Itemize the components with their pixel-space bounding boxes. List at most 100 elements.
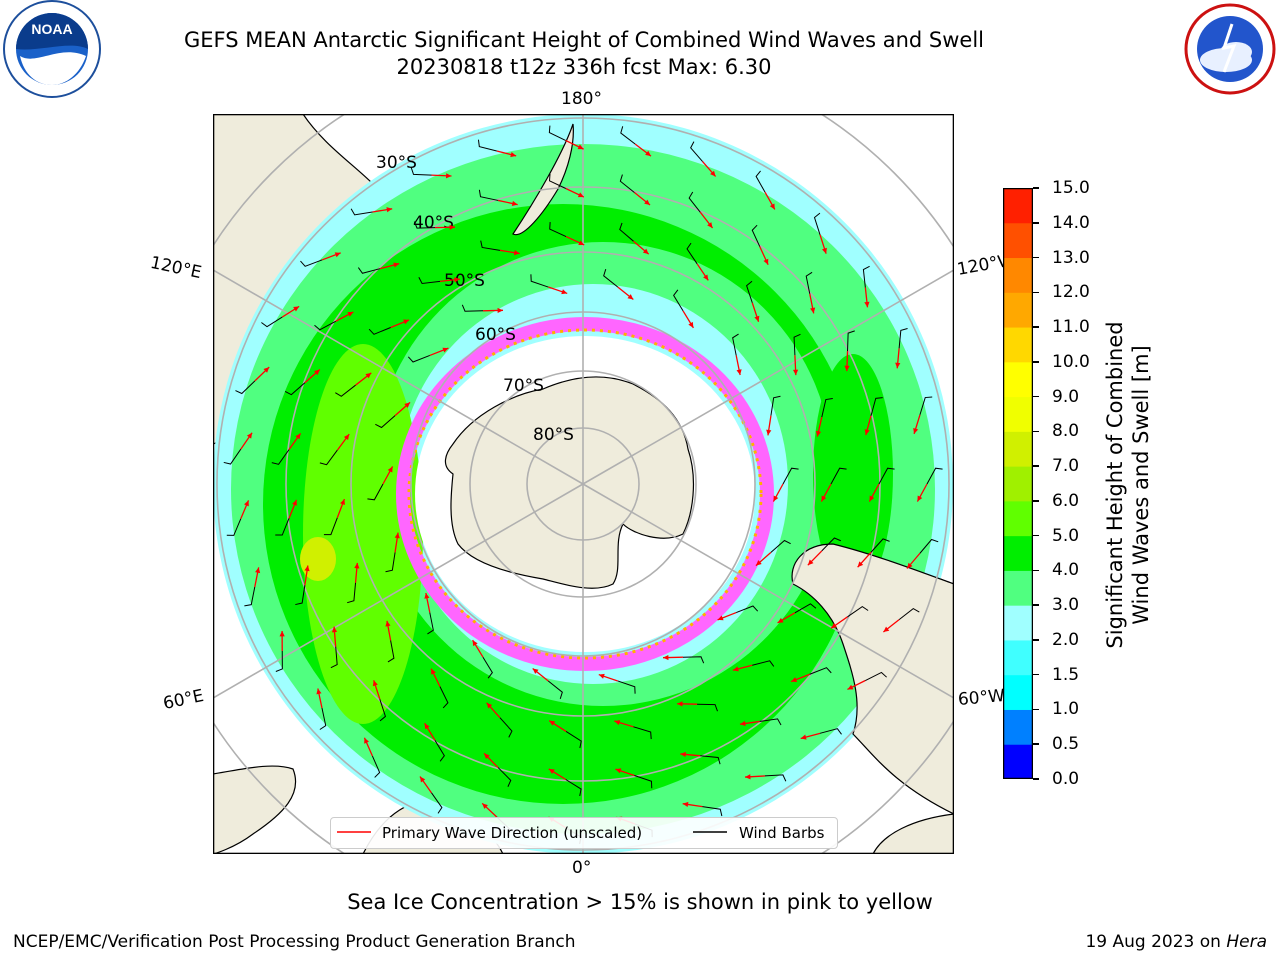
wave-arrow-head [883, 626, 890, 633]
colorbar-segment [1003, 361, 1033, 398]
wave-arrow-head [343, 434, 350, 441]
wave-arrow-head [316, 688, 322, 695]
colorbar-tick-label: 5.0 [1052, 525, 1080, 546]
colorbar-tick-label: 0.0 [1052, 769, 1080, 789]
wave-arrow-head [304, 565, 310, 572]
wind-barb [700, 755, 721, 765]
wind-barb [819, 728, 842, 735]
wind-barb [813, 212, 821, 235]
chart-title: GEFS MEAN Antarctic Significant Height o… [183, 28, 985, 52]
wave-arrow-head [482, 803, 488, 809]
wave-arrow-head [424, 723, 430, 730]
lon-label-60w: 60°W [957, 685, 1006, 711]
wave-arrow-head [810, 307, 816, 314]
wave-arrow-head [548, 768, 555, 774]
wave-arrow-head [736, 369, 742, 376]
wave-arrow-head [755, 560, 762, 566]
wind-barb [275, 650, 283, 672]
wave-arrow-head [454, 277, 460, 283]
wind-barb [755, 170, 766, 193]
wave-arrow-head [864, 429, 870, 436]
wave-arrow-head [431, 668, 436, 675]
wind-barb [821, 537, 842, 552]
wave-arrow-head [644, 199, 651, 205]
wave-arrow-head [578, 240, 585, 246]
colorbar-tick-label: 1.5 [1052, 664, 1080, 685]
lon-label-120e: 120°E [148, 252, 204, 284]
lat-label-80s: 80°S [533, 425, 574, 445]
wave-arrow-head [354, 562, 360, 569]
wave-arrow-head [754, 315, 760, 322]
wind-barb [379, 699, 387, 722]
wave-arrow-head [279, 630, 285, 637]
wind-barb [548, 125, 566, 141]
legend-wind-barbs: Wind Barbs [739, 824, 825, 842]
wind-barb [368, 327, 391, 335]
colorbar-segment [1003, 605, 1033, 641]
wave-arrow-head [510, 152, 517, 158]
wave-arrow-head [807, 559, 814, 566]
wave-arrow-head [511, 200, 518, 207]
wave-arrow-head [792, 369, 799, 376]
wind-barb [565, 731, 582, 749]
noaa-logo: NOAA [0, 0, 104, 108]
wind-barb [619, 222, 634, 242]
wave-and-wind-vectors [223, 125, 943, 844]
wave-arrow-head [769, 203, 775, 210]
colorbar-segment [1003, 292, 1033, 328]
colorbar-segment [1003, 396, 1033, 432]
wind-barb [375, 415, 396, 429]
wave-arrow-head [244, 500, 249, 507]
colorbar-segment [1003, 222, 1033, 259]
wind-barb [271, 449, 290, 465]
colorbar-tick-mark [1033, 639, 1039, 641]
colorbar-segment [1003, 466, 1033, 502]
wind-barb [682, 656, 705, 664]
wind-barb [919, 396, 933, 415]
wave-arrow-head [424, 592, 430, 599]
wind-barb [480, 240, 501, 251]
colorbar-tick-mark [1033, 673, 1039, 676]
wave-arrow-head [497, 307, 503, 314]
colorbar-tick-label: 11.0 [1052, 317, 1090, 338]
wind-barb [478, 189, 499, 201]
wind-barb [319, 449, 338, 466]
wind-barb [794, 603, 817, 614]
wind-barb [314, 320, 336, 331]
legend-primary-wave: Primary Wave Direction (unscaled) [382, 824, 643, 842]
wave-arrow-head [445, 173, 452, 179]
colorbar-tick-label: 8.0 [1052, 421, 1080, 442]
wave-arrow-head [394, 532, 400, 539]
lon-label-0: 0° [572, 858, 592, 878]
colorbar-tick-mark [1033, 430, 1039, 433]
wind-barb [387, 640, 395, 663]
wind-barb [603, 268, 619, 288]
wind-barb [284, 382, 306, 396]
wave-arrow-head [472, 640, 478, 647]
polar-map: 30°S 40°S 50°S 60°S 70°S 80°S [212, 113, 955, 855]
wind-barb [764, 774, 787, 782]
wave-arrow-head [484, 753, 490, 760]
wave-arrow-head [292, 499, 297, 506]
wave-arrow-head [717, 615, 724, 621]
wind-barb [530, 274, 549, 288]
lat-label-60s: 60°S [475, 325, 516, 345]
wave-arrow-head [869, 495, 875, 502]
wave-arrow-head [917, 495, 923, 502]
wave-arrow-head [364, 737, 369, 744]
wave-arrow-head [577, 192, 584, 198]
wave-arrow-head [387, 466, 393, 473]
wave-arrow-head [895, 362, 901, 369]
wind-barb [367, 483, 384, 501]
wind-barb [385, 552, 396, 573]
colorbar-segment [1003, 188, 1033, 224]
wave-arrow-head [577, 144, 584, 150]
wave-arrow-head [682, 801, 689, 808]
wind-barb [673, 289, 684, 312]
wind-barb [686, 242, 698, 265]
colorbar-tick-label: 1.0 [1052, 699, 1080, 720]
wave-arrow-head [295, 433, 301, 440]
wind-barb [702, 806, 723, 817]
colorbar-tick-mark [1033, 465, 1039, 467]
wave-arrow-head [331, 626, 338, 633]
